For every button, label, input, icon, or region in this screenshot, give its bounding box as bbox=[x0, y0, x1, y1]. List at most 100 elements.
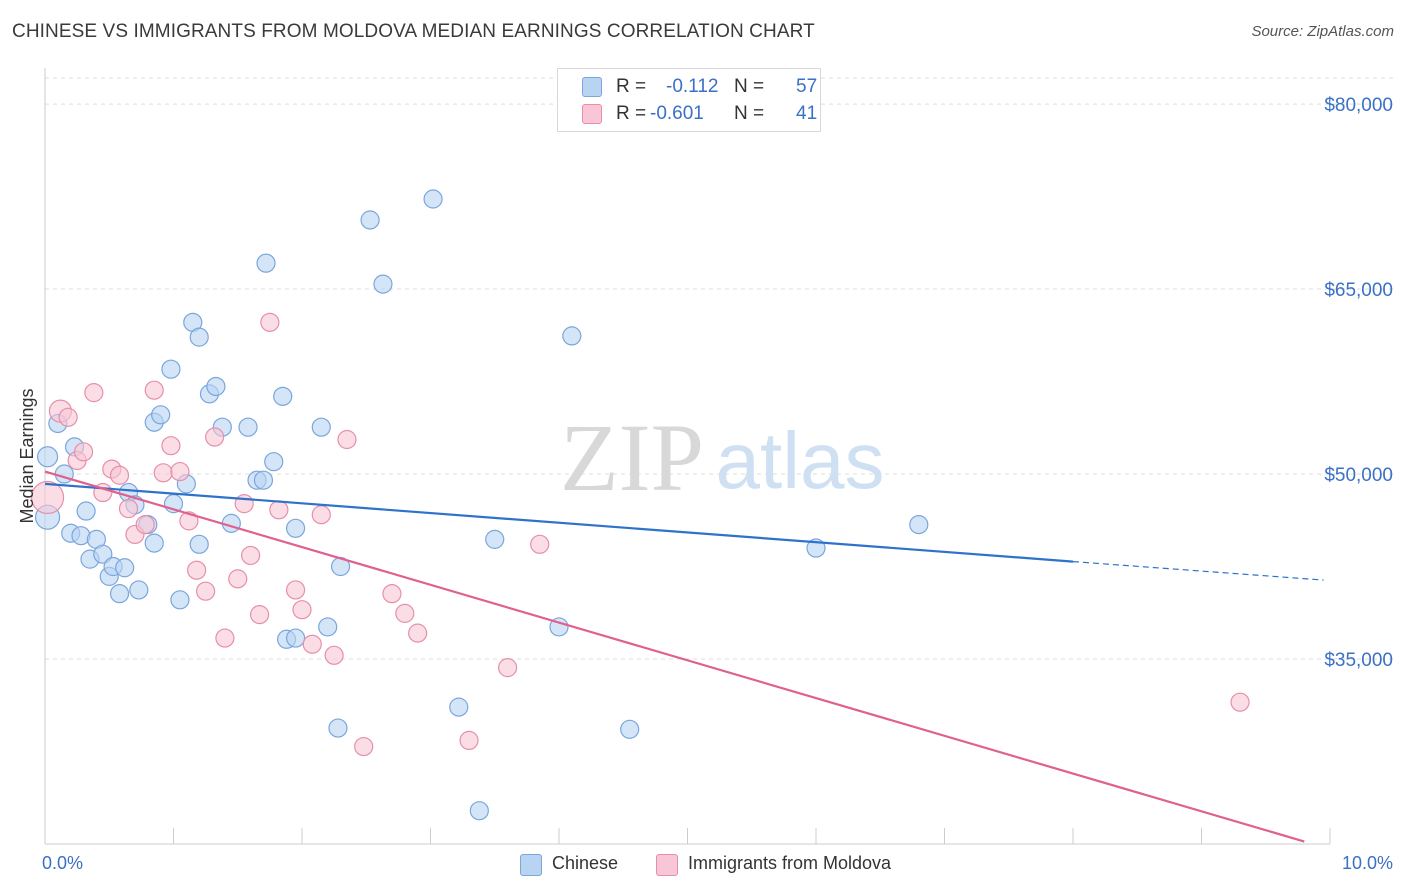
series-swatch-moldova bbox=[656, 854, 678, 876]
moldova-point bbox=[269, 500, 289, 520]
watermark-atlas: atlas bbox=[716, 416, 885, 505]
moldova-point bbox=[408, 623, 428, 643]
moldova-point bbox=[153, 463, 173, 483]
series-swatch-chinese bbox=[520, 854, 542, 876]
moldova-point bbox=[354, 736, 374, 757]
chinese-point bbox=[311, 417, 331, 437]
chinese-point bbox=[129, 580, 149, 600]
moldova-point bbox=[382, 584, 402, 604]
y-tick-label: $50,000 bbox=[1324, 465, 1393, 486]
moldova-point bbox=[459, 730, 479, 751]
moldova-point bbox=[234, 494, 254, 514]
moldova-point bbox=[187, 560, 207, 580]
chinese-point bbox=[109, 584, 130, 604]
legend-r-label: R = bbox=[616, 76, 647, 97]
watermark: ZIP atlas bbox=[560, 404, 884, 511]
gridlines bbox=[45, 77, 1395, 660]
moldova-point bbox=[205, 427, 225, 447]
moldova-point bbox=[73, 442, 94, 462]
moldova-point bbox=[30, 480, 65, 515]
legend-r-value: -0.112 bbox=[666, 76, 719, 97]
chinese-point bbox=[93, 544, 113, 564]
moldova-point bbox=[292, 600, 312, 620]
moldova-point bbox=[179, 511, 199, 531]
chinese-trend-extension bbox=[1072, 560, 1324, 581]
moldova-point bbox=[241, 545, 261, 566]
chinese-point bbox=[562, 326, 582, 346]
chinese-point bbox=[373, 274, 393, 294]
legend-n-label: N = bbox=[734, 103, 765, 124]
moldova-point bbox=[260, 312, 280, 332]
moldova-point bbox=[118, 498, 139, 519]
chinese-point bbox=[253, 470, 274, 490]
series-label-chinese: Chinese bbox=[552, 853, 619, 873]
chinese-point bbox=[485, 529, 505, 549]
y-tick-label: $65,000 bbox=[1324, 280, 1393, 301]
legend-n-value: 57 bbox=[796, 76, 818, 97]
legend-r-label: R = bbox=[616, 103, 647, 124]
chinese-point bbox=[285, 628, 306, 648]
chinese-point bbox=[264, 452, 284, 472]
moldova-point bbox=[285, 580, 306, 600]
moldova-trend-line bbox=[44, 470, 1305, 843]
moldova-point bbox=[498, 658, 518, 678]
chart-title: CHINESE VS IMMIGRANTS FROM MOLDOVA MEDIA… bbox=[12, 21, 815, 42]
legend-n-label: N = bbox=[734, 76, 765, 97]
moldova-point bbox=[135, 514, 155, 535]
chinese-point bbox=[151, 405, 171, 425]
y-tick-label: $80,000 bbox=[1324, 95, 1393, 116]
chinese-point bbox=[161, 359, 181, 379]
moldova-point bbox=[109, 465, 130, 485]
moldova-point bbox=[215, 628, 235, 648]
moldova-point bbox=[337, 429, 357, 450]
moldova-point bbox=[311, 505, 331, 525]
chinese-point bbox=[36, 446, 59, 468]
legend-swatch-moldova bbox=[582, 104, 602, 124]
chinese-point bbox=[170, 590, 190, 610]
chinese-point bbox=[256, 253, 276, 273]
chart-source: Source: ZipAtlas.com bbox=[1251, 23, 1394, 40]
legend-r-value: -0.601 bbox=[650, 103, 704, 124]
chinese-point bbox=[360, 210, 380, 230]
moldova-point bbox=[196, 581, 216, 601]
chinese-point bbox=[285, 518, 306, 538]
moldova-point bbox=[144, 380, 164, 400]
chinese-point bbox=[469, 801, 489, 821]
moldova-point bbox=[84, 383, 104, 403]
correlation-legend: R = -0.112 N = 57 R = -0.601 N = 41 bbox=[557, 68, 821, 132]
chinese-point bbox=[76, 501, 96, 521]
x-tick-label: 10.0% bbox=[1342, 853, 1393, 873]
chinese-point bbox=[318, 617, 338, 637]
chinese-point bbox=[144, 533, 164, 553]
moldova-point bbox=[228, 569, 248, 589]
chinese-point bbox=[115, 558, 135, 578]
axis-labels: $35,000 $50,000 $65,000 $80,000 0.0% 10.0% Med… bbox=[17, 95, 1393, 873]
chinese-point bbox=[189, 327, 209, 347]
moldova-point bbox=[161, 436, 181, 456]
moldova-point bbox=[395, 603, 415, 623]
legend-n-value: 41 bbox=[796, 103, 818, 124]
data-points bbox=[30, 189, 1250, 821]
moldova-point bbox=[58, 407, 78, 427]
x-tick-label: 0.0% bbox=[42, 853, 83, 873]
series-label-moldova: Immigrants from Moldova bbox=[688, 853, 892, 873]
moldova-point bbox=[530, 534, 550, 554]
chinese-point bbox=[273, 386, 293, 406]
chinese-point bbox=[909, 514, 929, 535]
chinese-point bbox=[449, 697, 469, 717]
moldova-point bbox=[324, 645, 344, 665]
moldova-point bbox=[170, 461, 190, 482]
watermark-zip: ZIP bbox=[560, 404, 704, 511]
chinese-point bbox=[206, 376, 226, 397]
chinese-point bbox=[549, 617, 569, 637]
legend-swatch-chinese bbox=[582, 77, 602, 97]
y-tick-label: $35,000 bbox=[1324, 650, 1393, 671]
chinese-point bbox=[620, 719, 640, 739]
trend-lines bbox=[44, 470, 1324, 843]
chinese-point bbox=[189, 534, 209, 554]
moldova-point bbox=[1230, 692, 1250, 712]
chinese-point bbox=[54, 464, 74, 484]
chinese-point bbox=[328, 718, 348, 738]
y-axis-title: Median Earnings bbox=[17, 388, 37, 523]
